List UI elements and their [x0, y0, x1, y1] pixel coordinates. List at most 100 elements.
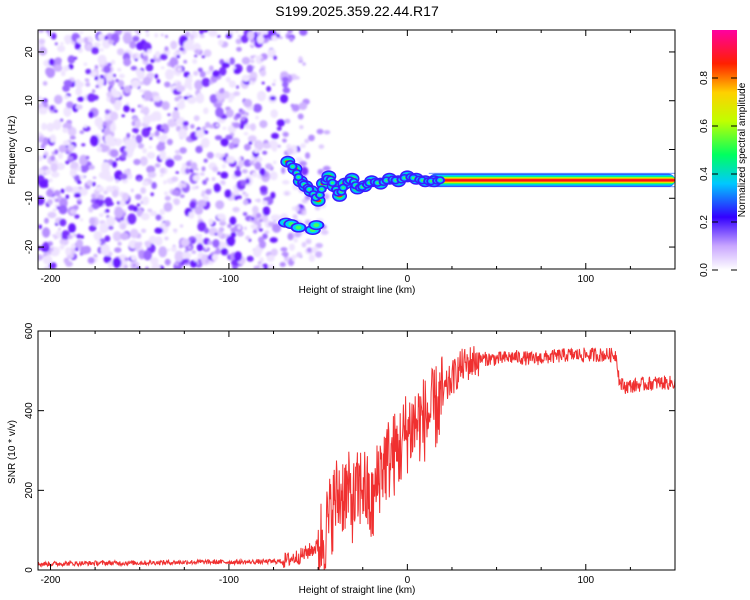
- trace-blob: [291, 165, 295, 168]
- noise-blob: [173, 154, 183, 161]
- noise-blob: [67, 55, 76, 64]
- noise-blob: [60, 70, 66, 77]
- noise-blob: [150, 192, 154, 197]
- noise-blob: [94, 65, 99, 70]
- noise-blob: [84, 78, 89, 82]
- noise-blob: [53, 109, 58, 113]
- noise-blob: [242, 212, 248, 216]
- noise-blob: [60, 188, 65, 194]
- noise-blob: [171, 189, 180, 196]
- noise-blob: [117, 241, 122, 246]
- noise-blob: [193, 32, 199, 39]
- noise-blob: [216, 230, 223, 237]
- noise-blob: [316, 128, 324, 135]
- noise-blob: [65, 261, 73, 267]
- noise-blob: [164, 191, 168, 196]
- noise-blob: [230, 232, 237, 238]
- noise-blob: [295, 157, 303, 162]
- noise-blob: [154, 33, 159, 38]
- noise-blob: [215, 107, 224, 118]
- noise-blob: [108, 266, 112, 269]
- noise-blob: [160, 128, 165, 133]
- noise-blob: [46, 122, 55, 132]
- noise-blob: [233, 190, 240, 196]
- noise-blob: [212, 239, 220, 248]
- noise-blob: [228, 99, 233, 103]
- noise-blob: [115, 140, 121, 147]
- noise-blob: [237, 34, 242, 38]
- noise-blob: [65, 160, 70, 165]
- noise-blob: [174, 149, 181, 154]
- noise-blob: [69, 135, 76, 140]
- noise-blob: [289, 36, 294, 42]
- noise-blob: [241, 56, 251, 65]
- noise-blob: [155, 214, 162, 221]
- noise-blob: [88, 206, 94, 213]
- spectrogram-xtick-label-1: -100: [219, 274, 239, 285]
- noise-blob: [183, 40, 193, 51]
- noise-blob: [54, 57, 62, 65]
- noise-blob: [142, 148, 147, 154]
- noise-blob: [268, 139, 278, 150]
- noise-blob: [42, 137, 49, 146]
- noise-blob: [279, 36, 283, 39]
- noise-blob: [292, 214, 298, 220]
- noise-blob: [177, 82, 181, 86]
- noise-blob: [58, 205, 68, 215]
- noise-blob: [52, 196, 56, 200]
- colorbar-tick-label-4: 0.8: [699, 71, 710, 85]
- noise-blob: [256, 156, 263, 163]
- trace-blob: [295, 225, 302, 230]
- noise-blob: [216, 213, 226, 220]
- noise-blob: [142, 76, 151, 86]
- noise-blob: [176, 54, 181, 59]
- noise-blob: [299, 30, 308, 36]
- trace-blob: [330, 181, 334, 185]
- noise-blob: [224, 153, 229, 158]
- noise-blob: [251, 77, 257, 82]
- noise-blob: [123, 104, 130, 113]
- noise-blob: [272, 223, 282, 233]
- noise-blob: [38, 107, 48, 115]
- noise-blob: [195, 185, 199, 189]
- noise-blob: [152, 111, 161, 118]
- noise-blob: [159, 53, 168, 61]
- noise-blob: [251, 217, 255, 221]
- noise-blob: [294, 205, 300, 213]
- noise-blob: [282, 131, 289, 137]
- noise-blob: [97, 240, 101, 245]
- noise-blob: [197, 221, 207, 232]
- noise-blob: [100, 243, 111, 256]
- noise-blob: [250, 41, 255, 47]
- colorbar-tick-label-3: 0.6: [699, 119, 710, 133]
- noise-blob: [269, 171, 278, 181]
- noise-blob: [176, 49, 180, 53]
- noise-blob: [132, 116, 138, 122]
- noise-blob: [46, 189, 54, 198]
- noise-blob: [41, 122, 47, 131]
- noise-blob: [111, 189, 119, 198]
- noise-blob: [254, 161, 262, 170]
- noise-blob: [156, 135, 161, 140]
- noise-blob: [54, 94, 63, 105]
- noise-blob: [233, 68, 241, 75]
- noise-blob: [188, 211, 195, 219]
- noise-blob: [261, 81, 265, 85]
- noise-blob: [184, 77, 193, 84]
- noise-blob: [287, 232, 294, 241]
- noise-blob: [173, 198, 180, 206]
- noise-blob: [293, 238, 298, 243]
- noise-blob: [44, 169, 51, 175]
- noise-blob: [74, 247, 80, 252]
- noise-blob: [270, 109, 279, 119]
- noise-blob: [151, 263, 161, 269]
- noise-blob: [201, 166, 206, 172]
- noise-blob: [243, 132, 249, 136]
- noise-blob: [132, 263, 137, 267]
- noise-blob: [291, 254, 297, 259]
- noise-blob: [214, 249, 221, 255]
- noise-blob: [154, 227, 164, 234]
- noise-blob: [110, 149, 119, 158]
- noise-blob: [245, 193, 249, 198]
- noise-blob: [302, 210, 307, 216]
